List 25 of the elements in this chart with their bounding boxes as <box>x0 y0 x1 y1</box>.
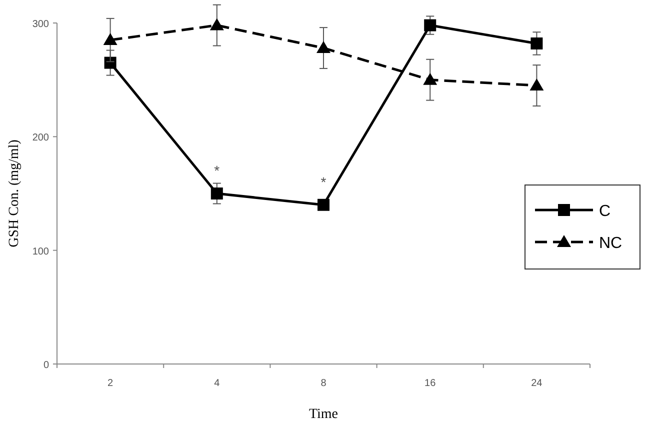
y-tick-label: 0 <box>43 360 50 371</box>
point <box>423 72 438 85</box>
point <box>104 56 116 69</box>
point <box>530 37 543 50</box>
x-tick-label: 8 <box>320 378 327 389</box>
y-tick-label: 300 <box>32 19 50 30</box>
x-axis-title: Time <box>308 407 338 422</box>
point <box>210 18 224 30</box>
y-axis-title: GSH Con. (mg/ml) <box>7 139 22 248</box>
x-tick-label: 2 <box>108 378 114 389</box>
annotation: * <box>320 174 327 190</box>
point <box>316 41 330 54</box>
legend-label: NC <box>599 235 622 252</box>
x-tick-label: 4 <box>214 378 220 389</box>
y-tick-label: 100 <box>32 246 50 258</box>
annotation: * <box>214 162 220 178</box>
point <box>530 78 544 91</box>
x-tick-label: 16 <box>424 378 436 389</box>
x-tick-label: 24 <box>531 378 543 389</box>
legend-label: C <box>599 203 611 220</box>
y-tick-label: 200 <box>32 132 50 144</box>
point <box>318 198 330 211</box>
point <box>103 33 118 46</box>
point <box>424 19 436 32</box>
point <box>210 188 223 200</box>
